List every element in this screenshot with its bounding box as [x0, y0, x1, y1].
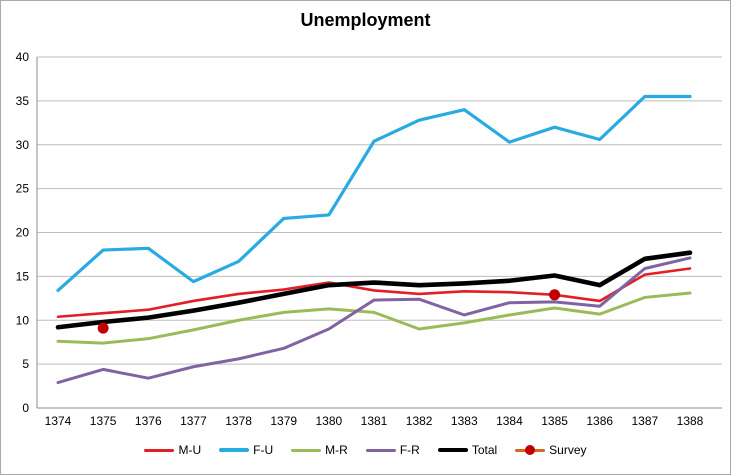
x-axis-tick-label: 1374	[45, 414, 72, 428]
legend-item-Total: Total	[437, 443, 498, 457]
x-axis-tick-label: 1387	[632, 414, 659, 428]
series-line-M-R	[56, 291, 692, 345]
x-axis-tick-label: 1384	[496, 414, 523, 428]
y-axis-tick-label: 5	[22, 357, 29, 371]
x-axis-tick-label: 1377	[180, 414, 207, 428]
survey-point	[97, 322, 109, 334]
y-axis-tick-label: 15	[16, 269, 30, 283]
legend-item-F-R: F-R	[365, 443, 420, 457]
x-axis-tick-label: 1386	[586, 414, 613, 428]
legend-line-sample	[144, 448, 175, 452]
legend-label: Total	[471, 443, 498, 457]
y-axis-tick-label: 35	[16, 94, 30, 108]
x-axis-tick-label: 1388	[677, 414, 704, 428]
legend-line-sample	[219, 448, 250, 452]
legend-item-M-R: M-R	[291, 443, 348, 457]
x-axis-tick-label: 1381	[361, 414, 388, 428]
x-axis-tick-label: 1375	[90, 414, 117, 428]
x-axis-tick-label: 1376	[135, 414, 162, 428]
x-axis-tick-label: 1378	[225, 414, 252, 428]
x-axis-tick-label: 1383	[451, 414, 478, 428]
series-line-F-U	[56, 94, 692, 293]
y-axis-tick-label: 10	[16, 313, 30, 327]
y-axis-tick-label: 20	[16, 226, 30, 240]
series-line-F-R	[56, 256, 692, 385]
legend-item-M-U: M-U	[144, 443, 201, 457]
legend-line-sample	[365, 448, 396, 452]
legend-item-F-U: F-U	[219, 443, 273, 457]
x-axis-tick-label: 1380	[316, 414, 343, 428]
legend-label: M-U	[178, 443, 202, 457]
x-axis-tick-label: 1382	[406, 414, 433, 428]
y-axis-tick-label: 0	[22, 401, 29, 415]
legend-marker-sample	[525, 445, 536, 455]
y-axis-tick-label: 40	[16, 50, 30, 64]
y-axis-tick-label: 25	[16, 182, 30, 196]
legend-item-Survey: Survey	[515, 443, 587, 457]
series-line-Total	[55, 250, 693, 330]
chart-title: Unemployment	[300, 10, 431, 30]
series-line-M-U	[56, 267, 692, 319]
legend-label: F-R	[399, 443, 420, 457]
legend-label: F-U	[253, 443, 274, 457]
x-axis-tick-label: 1385	[541, 414, 568, 428]
y-axis-tick-label: 30	[16, 138, 30, 152]
legend-label: Survey	[549, 443, 587, 457]
legend-label: M-R	[325, 443, 348, 457]
legend-line-sample	[437, 447, 468, 453]
survey-point	[549, 289, 561, 301]
legend-swatch-survey	[515, 445, 546, 455]
legend-line-sample	[291, 448, 322, 452]
x-axis-tick-label: 1379	[270, 414, 297, 428]
chart-legend: M-U F-U M-R F-R Total Survey	[1, 443, 730, 457]
